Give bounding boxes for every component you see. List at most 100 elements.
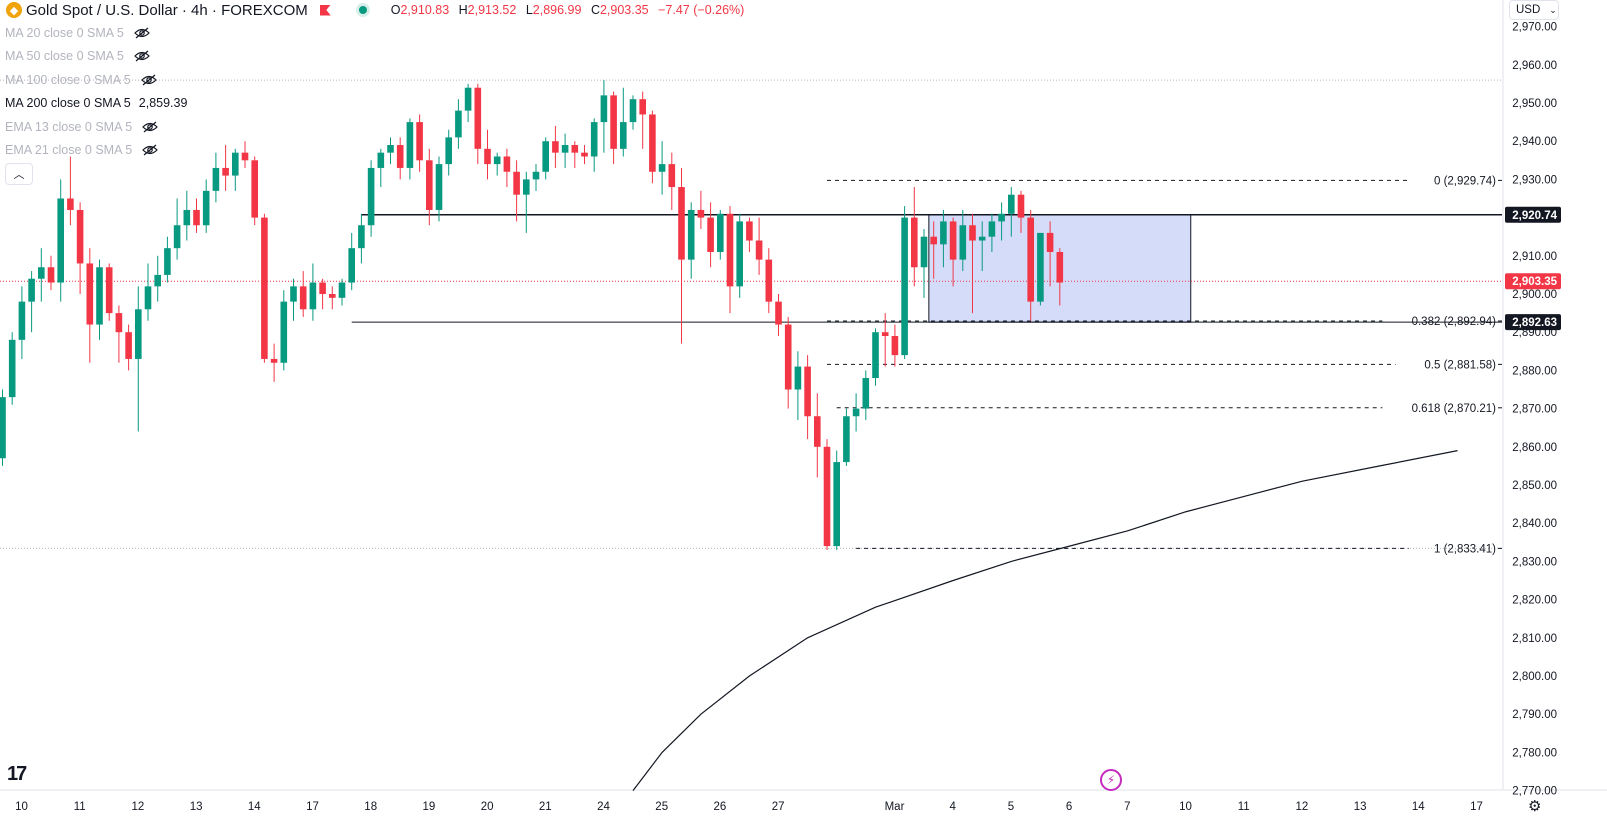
candle-body [978,236,986,241]
indicator-row[interactable]: MA 20 close 0 SMA 5 [5,24,150,42]
fib-level-label: 0.618 (2,870.21) [1412,403,1497,415]
candle-body [891,336,899,356]
candle-body [678,187,685,260]
candle-body [338,282,346,298]
candle-body [202,190,210,226]
candle-body [47,267,55,283]
eye-hidden-icon[interactable] [142,121,159,133]
candle-body [542,141,549,172]
candle-body [445,137,452,165]
x-tick-label: 24 [597,801,610,813]
candle-body [193,209,200,226]
indicator-row[interactable]: EMA 21 close 0 SMA 5 [5,141,159,159]
candle-body [455,110,462,138]
chart-legend-header: ◆ Gold Spot / U.S. Dollar · 4h · FOREXCO… [6,1,750,19]
x-tick-label: 10 [15,801,28,813]
chevron-down-icon: ⌄ [1549,4,1557,15]
y-tick-label: 2,830.00 [1512,556,1557,568]
candle-body [241,152,249,161]
eye-hidden-icon[interactable] [140,74,157,86]
candle-body [513,171,520,195]
candle-body [251,160,258,218]
eye-hidden-icon[interactable] [133,27,150,39]
candle-body [86,263,94,325]
candle-body [784,324,792,390]
candle-body [0,397,6,459]
candle-body [988,221,996,237]
candle-body [426,160,433,210]
eye-hidden-icon[interactable] [142,144,159,156]
lightning-icon[interactable]: ⚡ [1100,769,1122,791]
candle-body [261,217,268,359]
candle-body [736,221,743,287]
x-tick-label: 12 [132,801,145,813]
candle-body [8,339,16,398]
candle-body [270,358,278,363]
currency-selector[interactable]: USD ⌄ [1509,0,1559,20]
candle-body [154,274,161,287]
symbol-title[interactable]: Gold Spot / U.S. Dollar · 4h · FOREXCOM [26,1,308,19]
price-tag [1505,273,1561,290]
candle-body [173,225,181,249]
candle-body [532,171,540,180]
candle-body [1008,194,1015,214]
candle-body [474,87,482,149]
candle-body [135,309,142,359]
y-tick-label: 2,820.00 [1512,595,1557,607]
candle-body [998,213,1005,222]
candle-body [969,225,976,241]
candle-body [222,167,229,176]
indicator-row[interactable]: MA 50 close 0 SMA 5 [5,47,150,65]
candle-body [1056,251,1064,283]
candle-body [600,95,608,123]
x-tick-label: Mar [885,801,905,813]
candle-body [571,145,579,153]
y-tick-label: 2,930.00 [1512,174,1557,186]
y-tick-label: 2,810.00 [1512,633,1557,645]
candle-body [765,259,773,302]
candle-body [658,164,666,172]
x-tick-label: 17 [306,801,319,813]
indicator-row[interactable]: MA 100 close 0 SMA 5 [5,71,157,89]
indicator-row[interactable]: MA 200 close 0 SMA 5 2,859.39 [5,94,187,112]
collapse-legend-button[interactable]: ︿ [5,163,33,185]
tradingview-logo[interactable]: 17 [7,763,27,785]
market-status-icon[interactable] [358,6,367,14]
candle-body [726,213,734,287]
indicator-label: MA 100 close 0 SMA 5 [5,72,131,87]
candle-body [125,332,132,359]
y-tick-label: 2,800.00 [1512,671,1557,683]
x-tick-label: 11 [74,801,86,813]
x-tick-label: 5 [1008,801,1014,813]
candle-body [707,217,714,252]
x-tick-label: 6 [1066,801,1072,813]
x-tick-label: 18 [364,801,377,813]
x-tick-label: 27 [772,801,785,813]
x-tick-label: 13 [1354,801,1367,813]
price-tag-label: 2,892.63 [1512,317,1557,329]
y-tick-label: 2,860.00 [1512,442,1557,454]
candle-body [746,221,753,241]
gear-icon[interactable]: ⚙ [1528,798,1542,815]
eye-hidden-icon[interactable] [133,50,150,62]
candle-body [1046,232,1054,252]
y-tick-label: 2,790.00 [1512,709,1557,721]
candle-body [348,248,355,283]
candle-body [581,152,588,157]
candle-body [959,225,967,260]
x-tick-label: 14 [1412,801,1425,813]
candle-body [396,145,404,168]
y-tick-label: 2,970.00 [1512,22,1557,34]
x-tick-label: 11 [1238,801,1250,813]
flag-icon[interactable] [319,4,331,16]
y-tick-label: 2,840.00 [1512,518,1557,530]
candle-body [387,145,394,153]
y-tick-label: 2,910.00 [1512,251,1557,263]
y-tick-label: 2,950.00 [1512,98,1557,110]
candle-body [561,145,569,153]
candle-body [406,122,414,168]
indicator-row[interactable]: EMA 13 close 0 SMA 5 [5,118,159,136]
close-value: 2,903.35 [599,3,649,17]
y-tick-label: 2,960.00 [1512,60,1557,72]
